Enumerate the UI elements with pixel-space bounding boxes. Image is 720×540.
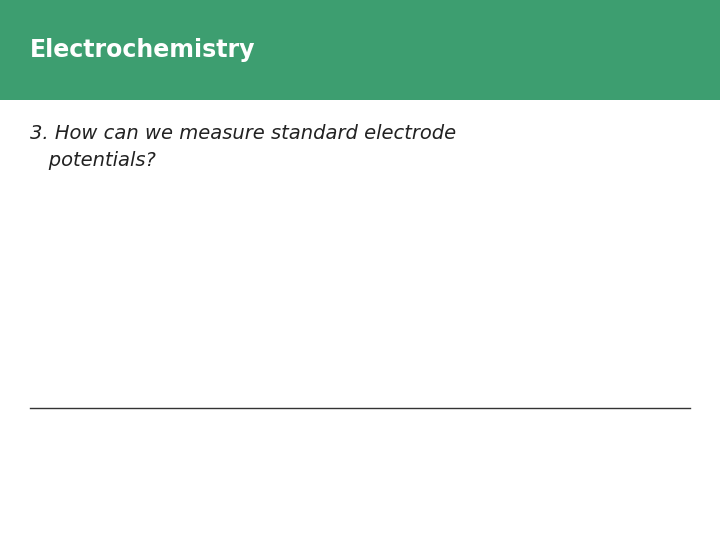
Text: Electrochemistry: Electrochemistry (30, 38, 256, 62)
Bar (0, 0, 720, 100)
Text: 3. How can we measure standard electrode
   potentials?: 3. How can we measure standard electrode… (30, 124, 456, 170)
